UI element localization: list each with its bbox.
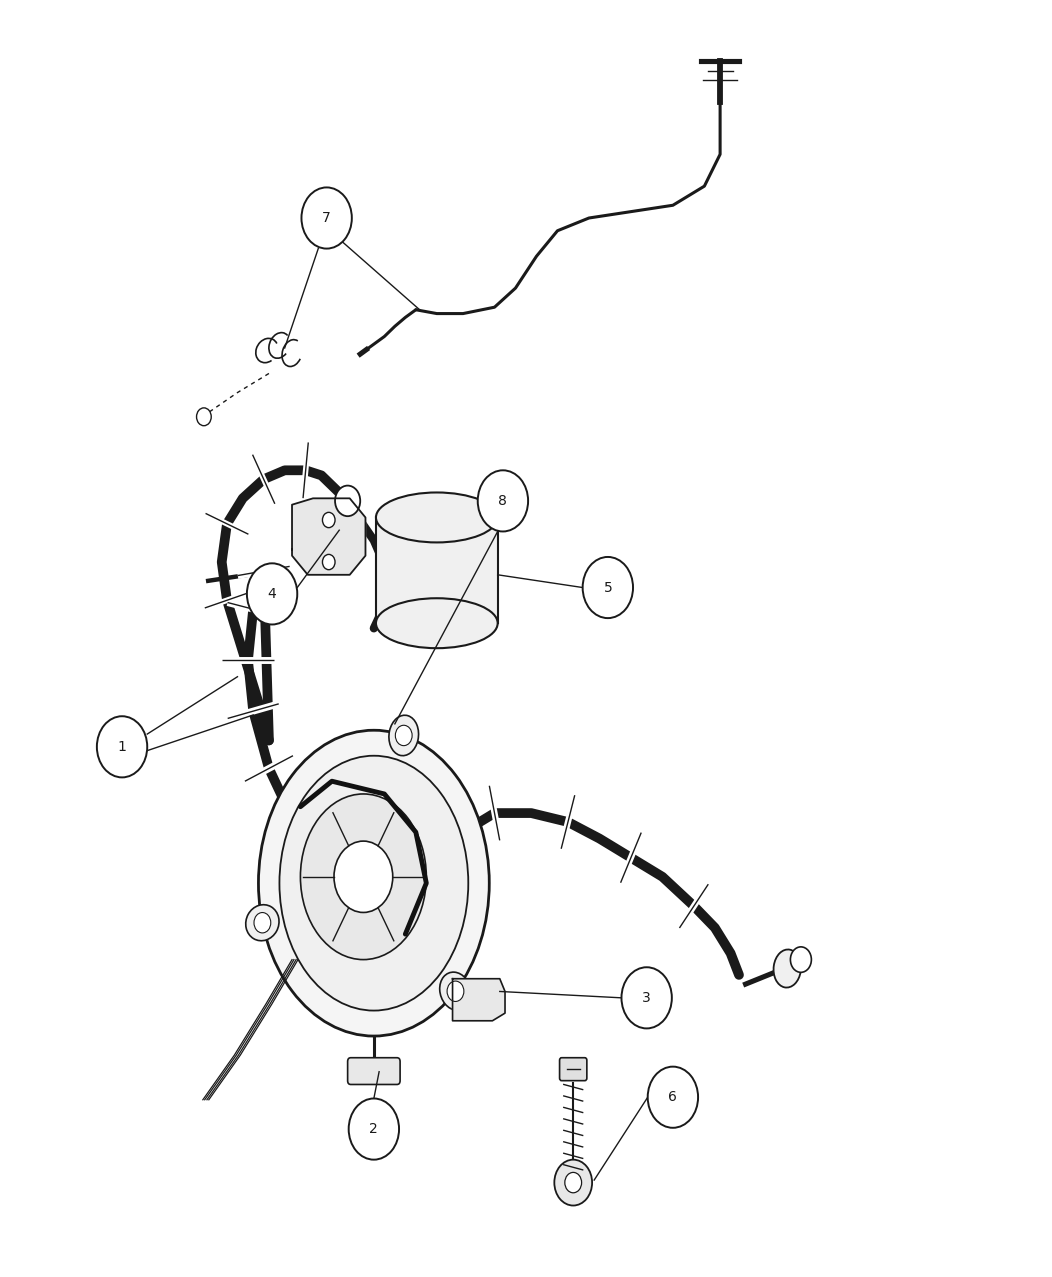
Circle shape	[247, 563, 298, 624]
Text: 4: 4	[267, 587, 277, 601]
Circle shape	[335, 485, 360, 516]
Circle shape	[622, 967, 672, 1028]
Polygon shape	[292, 498, 365, 575]
Text: 8: 8	[499, 494, 507, 508]
Ellipse shape	[389, 715, 419, 756]
Circle shape	[302, 188, 351, 249]
Circle shape	[97, 716, 147, 778]
Text: 6: 6	[668, 1091, 677, 1105]
Circle shape	[396, 725, 412, 746]
Text: 2: 2	[369, 1122, 379, 1137]
Ellipse shape	[773, 950, 801, 987]
Circle shape	[348, 1098, 399, 1160]
Circle shape	[554, 1160, 592, 1205]
Ellipse shape	[280, 756, 468, 1010]
Text: 3: 3	[643, 991, 651, 1005]
Text: 1: 1	[118, 739, 126, 753]
Ellipse shape	[376, 598, 498, 649]
Ellipse shape	[301, 794, 426, 959]
Circle shape	[648, 1066, 699, 1128]
Text: 7: 7	[322, 211, 331, 225]
Polygon shape	[452, 978, 505, 1020]
Ellipse shape	[259, 730, 489, 1036]
Circle shape	[478, 470, 528, 531]
Circle shape	[323, 512, 335, 527]
Ellipse shape	[246, 904, 279, 941]
Ellipse shape	[376, 493, 498, 543]
FancyBboxPatch shape	[560, 1057, 587, 1080]
Circle shape	[333, 842, 392, 913]
Circle shape	[197, 407, 211, 425]
Circle shape	[583, 557, 633, 618]
Circle shape	[323, 554, 335, 570]
Circle shape	[565, 1172, 582, 1193]
Circle shape	[790, 946, 811, 972]
Text: 5: 5	[604, 581, 612, 595]
Ellipse shape	[440, 972, 471, 1010]
Circle shape	[254, 913, 270, 933]
Bar	[376, 517, 498, 623]
FancyBboxPatch shape	[347, 1057, 400, 1084]
Circle shape	[447, 981, 464, 1001]
